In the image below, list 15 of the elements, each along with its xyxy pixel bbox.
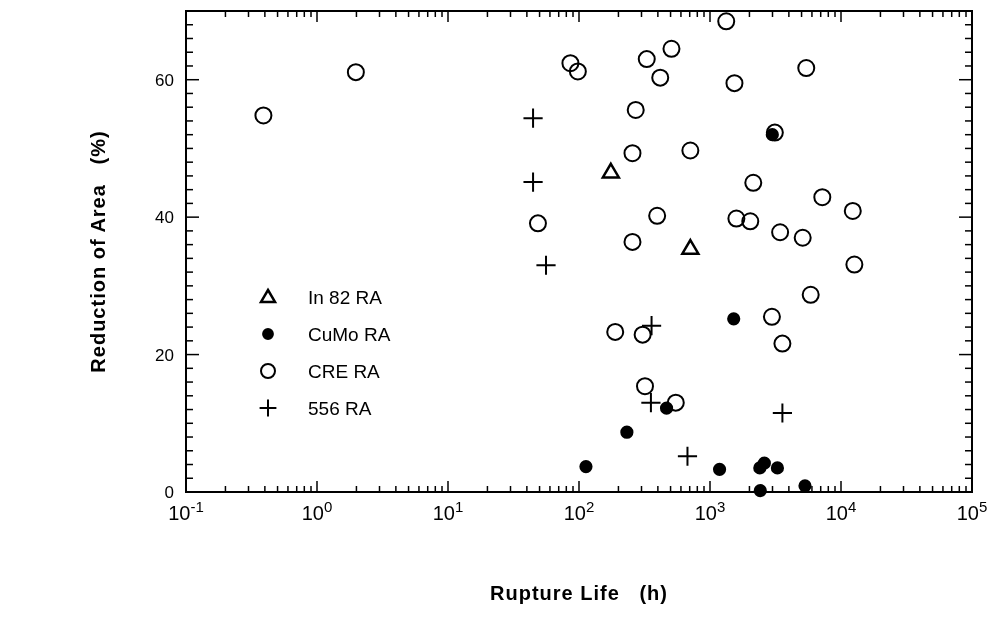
legend-label: 556 RA (308, 398, 372, 419)
x-tick-label: 10$^{2}$ (563, 497, 595, 524)
y-axis-title: Reduction of Area (%) (87, 130, 109, 373)
legend-label: In 82 RA (308, 287, 383, 308)
x-axis-title: Rupture Life (h) (490, 582, 668, 604)
legend-label: CuMo RA (308, 324, 391, 345)
x-tick-label: 10$^{4}$ (825, 497, 857, 524)
x-tick-label: 10$^{1}$ (432, 497, 464, 524)
x-tick-label: 10$^{0}$ (301, 497, 333, 524)
x-tick-label: 10$^{3}$ (694, 497, 726, 524)
y-tick-label: 20 (155, 345, 174, 365)
y-tick-label: 60 (155, 70, 174, 90)
y-tick-label: 40 (155, 208, 174, 228)
x-tick-label: 10$^{5}$ (956, 497, 988, 524)
legend-label: CRE RA (308, 361, 381, 382)
